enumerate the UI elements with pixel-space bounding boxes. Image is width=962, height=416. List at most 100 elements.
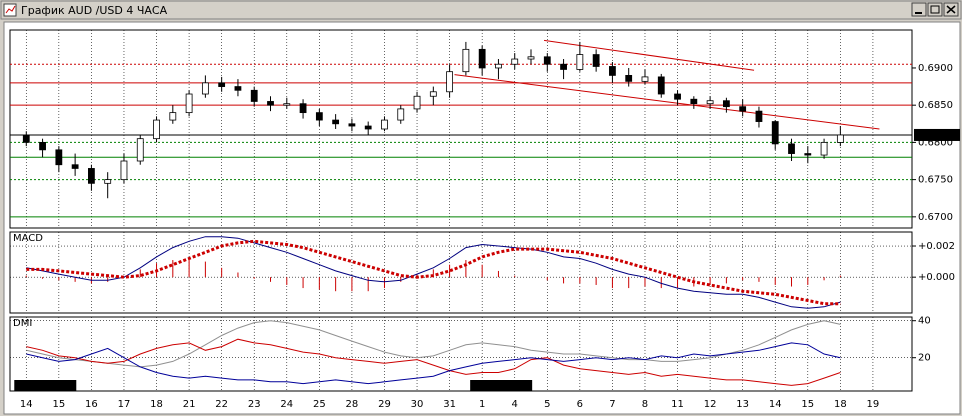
x-tick-label: 28 — [346, 399, 359, 410]
candle-body — [136, 138, 144, 162]
indicator-line — [26, 320, 841, 368]
last-price-box — [914, 128, 960, 141]
candle-body — [446, 71, 454, 93]
x-tick-label: 12 — [704, 399, 717, 410]
candle-body — [788, 143, 795, 154]
candle-body — [234, 86, 242, 91]
dmi-panel — [9, 316, 913, 392]
candle-body — [592, 54, 600, 67]
candle-body — [39, 141, 46, 151]
x-tick-label: 18 — [834, 399, 847, 410]
candle-body — [429, 91, 437, 97]
x-tick-label: 15 — [52, 399, 65, 410]
candle-body — [283, 103, 291, 106]
window-icon-line — [5, 5, 16, 14]
minimize-button[interactable] — [911, 2, 927, 17]
y-tick-label: 0.6700 — [918, 212, 953, 223]
candle-body — [495, 63, 502, 69]
y-tick-label: 0.6900 — [918, 63, 953, 74]
candle-body — [674, 93, 681, 100]
x-tick-label: 8 — [642, 399, 648, 410]
macd-title: MACD — [13, 233, 43, 244]
last-price-label: 0.6810 — [918, 130, 953, 141]
y-tick-label: 0.6750 — [918, 175, 953, 186]
candle-body — [169, 112, 177, 121]
x-tick-label: 24 — [280, 399, 293, 410]
dmi-title: DMI — [13, 318, 32, 329]
x-tick-label: 29 — [378, 399, 391, 410]
candle-body — [104, 179, 112, 184]
candle-body — [315, 112, 323, 121]
candle-body — [706, 100, 714, 105]
x-tick-label: 21 — [183, 399, 196, 410]
candle-body — [462, 48, 470, 73]
indicator-line — [26, 342, 841, 385]
candle-body — [22, 134, 30, 143]
candle-body — [364, 125, 372, 130]
x-tick-label: 7 — [609, 399, 615, 410]
chart-area — [3, 21, 961, 415]
trendline — [454, 74, 880, 130]
title-bar — [0, 0, 962, 20]
indicator-line — [26, 239, 841, 306]
x-tick-label: 17 — [118, 399, 131, 410]
candle-body — [299, 103, 307, 114]
candle-body — [218, 82, 226, 87]
month-label-box — [14, 380, 77, 391]
candle-body — [641, 76, 649, 82]
window-title: График AUD /USD 4 ЧАСА — [21, 4, 168, 17]
y-tick-label: +0.000 — [918, 272, 955, 283]
x-tick-label: 30 — [411, 399, 424, 410]
candle-body — [560, 63, 567, 70]
x-tick-label: 19 — [867, 399, 880, 410]
candle-body — [88, 168, 95, 184]
y-tick-label: 20 — [918, 353, 931, 364]
candle-body — [625, 75, 633, 82]
macd-panel — [9, 231, 913, 314]
candle-body — [267, 101, 274, 106]
x-tick-label: 16 — [85, 399, 98, 410]
candle-body — [332, 119, 340, 125]
x-tick-label: 15 — [801, 399, 814, 410]
candle-body — [185, 93, 193, 114]
candle-body — [413, 95, 421, 110]
candle-body — [657, 76, 665, 95]
y-tick-label: 0.6850 — [918, 100, 953, 111]
candle-body — [576, 54, 584, 70]
window-buttons — [911, 2, 959, 17]
candle-body — [397, 108, 405, 121]
candle-body — [527, 56, 535, 60]
y-tick-label: +0.002 — [918, 241, 955, 252]
candle-body — [201, 82, 209, 95]
price-panel — [9, 29, 913, 229]
month-label-box — [470, 380, 533, 391]
candle-body — [690, 98, 698, 105]
candle-body — [348, 123, 356, 127]
x-tick-label: 14 — [769, 399, 782, 410]
x-tick-label: 22 — [215, 399, 228, 410]
candle-body — [381, 119, 388, 130]
x-tick-label: 6 — [577, 399, 583, 410]
candle-body — [543, 56, 551, 65]
x-tick-label: 11 — [671, 399, 684, 410]
y-tick-label: 0.6800 — [918, 137, 953, 148]
x-tick-label: 13 — [736, 399, 749, 410]
candle-body — [755, 110, 763, 122]
x-tick-label: 23 — [248, 399, 261, 410]
candle-body — [250, 89, 258, 102]
candle-body — [771, 121, 779, 145]
x-tick-label: 4 — [512, 399, 518, 410]
candle-body — [120, 160, 128, 181]
candle-body — [739, 106, 747, 112]
candle-body — [478, 48, 486, 69]
x-tick-label: 18 — [150, 399, 163, 410]
y-tick-label: 40 — [918, 316, 931, 327]
maximize-icon — [930, 5, 940, 14]
trendline — [543, 39, 755, 71]
maximize-button[interactable] — [927, 2, 943, 17]
candle-body — [609, 66, 616, 76]
candle-body — [820, 141, 828, 156]
month-label: Окт 2019 — [18, 381, 66, 392]
x-tick-label: 31 — [443, 399, 456, 410]
